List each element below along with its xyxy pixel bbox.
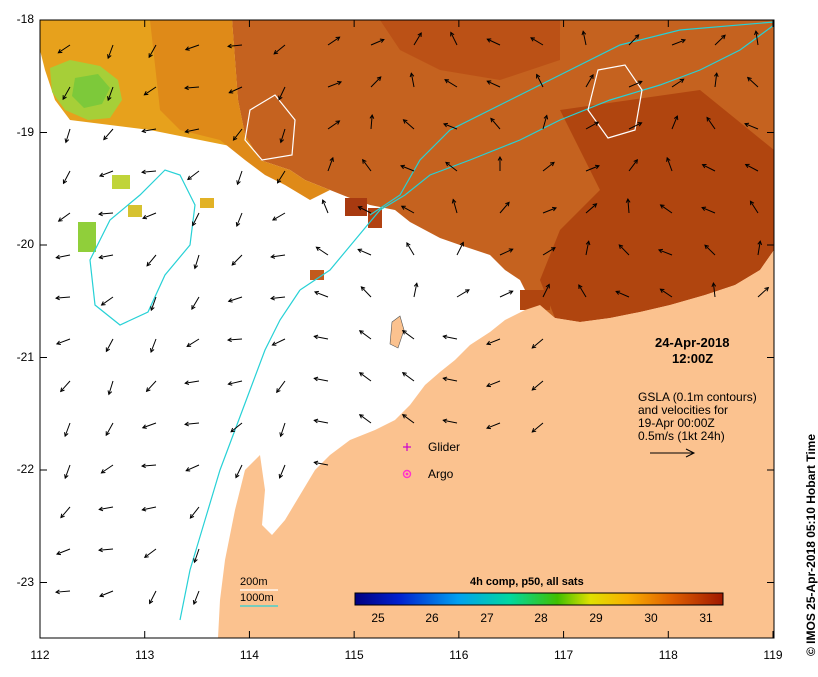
y-tick-label: -18 bbox=[4, 12, 34, 26]
map-date: 24-Apr-2018 bbox=[655, 335, 729, 350]
colorbar-tick-label: 31 bbox=[691, 611, 721, 625]
colorbar-tick-label: 28 bbox=[526, 611, 556, 625]
credit-text: © IMOS 25-Apr-2018 05:10 Hobart Time bbox=[804, 434, 818, 656]
colorbar-tick-label: 25 bbox=[363, 611, 393, 625]
x-tick-label: 112 bbox=[20, 648, 60, 662]
glider-label: Glider bbox=[428, 440, 460, 454]
y-tick-label: -20 bbox=[4, 237, 34, 251]
x-tick-label: 115 bbox=[334, 648, 374, 662]
colorbar bbox=[355, 593, 723, 605]
gsla-line: 0.5m/s (1kt 24h) bbox=[638, 430, 757, 443]
legend-200m-label: 200m bbox=[240, 576, 268, 588]
colorbar-tick-label: 27 bbox=[472, 611, 502, 625]
y-tick-label: -23 bbox=[4, 575, 34, 589]
x-tick-label: 119 bbox=[753, 648, 793, 662]
colorbar-tick-label: 30 bbox=[636, 611, 666, 625]
y-tick-label: -22 bbox=[4, 462, 34, 476]
x-tick-label: 116 bbox=[439, 648, 479, 662]
sst-patch bbox=[128, 205, 142, 217]
argo-label: Argo bbox=[428, 467, 453, 481]
y-tick-label: -19 bbox=[4, 125, 34, 139]
map-time: 12:00Z bbox=[672, 351, 713, 366]
colorbar-tick-label: 29 bbox=[581, 611, 611, 625]
x-tick-label: 118 bbox=[648, 648, 688, 662]
legend-1000m-label: 1000m bbox=[240, 592, 274, 604]
colorbar-tick-label: 26 bbox=[417, 611, 447, 625]
x-tick-label: 113 bbox=[125, 648, 165, 662]
sst-patch bbox=[345, 198, 367, 216]
sst-patch bbox=[112, 175, 130, 189]
colorbar-title: 4h comp, p50, all sats bbox=[470, 576, 584, 588]
sst-patch bbox=[78, 222, 96, 252]
y-tick-label: -21 bbox=[4, 350, 34, 364]
x-tick-label: 117 bbox=[544, 648, 584, 662]
sst-patch bbox=[200, 198, 214, 208]
gsla-note: GSLA (0.1m contours) and velocities for … bbox=[638, 391, 757, 443]
x-tick-label: 114 bbox=[229, 648, 269, 662]
